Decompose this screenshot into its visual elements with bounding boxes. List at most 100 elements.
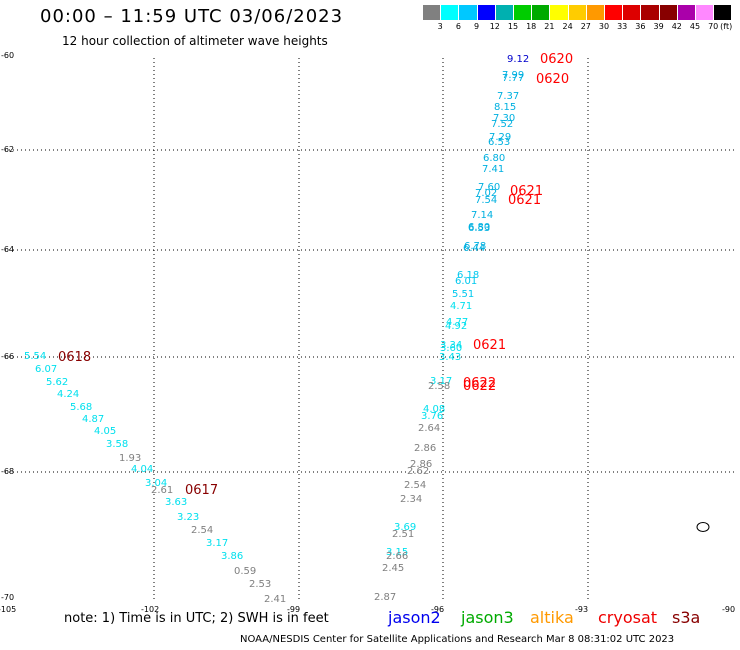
wave-height-value: 7.41 (482, 164, 504, 175)
latitude-label: -66 (1, 352, 14, 361)
scale-label: 27 (580, 22, 591, 31)
wave-height-value: 2.64 (418, 423, 440, 434)
latitude-label: -64 (1, 245, 14, 254)
scale-swatch (640, 5, 659, 20)
scale-label: 30 (598, 22, 610, 31)
pass-time-label: 0622 (463, 379, 496, 394)
scale-label: 6 (455, 22, 461, 31)
longitude-label: -102 (141, 605, 159, 614)
satellite-label-altika: altika (530, 608, 574, 627)
wave-height-value: 1.93 (119, 453, 141, 464)
pass-time-label: 0621 (473, 338, 506, 353)
scale-swatch (695, 5, 714, 20)
longitude-label: -105 (0, 605, 16, 614)
island-outline (696, 522, 710, 532)
scale-label: 21 (544, 22, 555, 31)
wave-height-value: 5.62 (46, 377, 68, 388)
wave-height-value: 3.76 (421, 411, 443, 422)
wave-height-value: 5.54 (24, 351, 46, 362)
scale-swatch (513, 5, 532, 20)
wave-height-value: 3.58 (106, 439, 128, 450)
wave-height-value: 3.34 (440, 340, 462, 351)
page-title: 00:00 – 11:59 UTC 03/06/2023 (40, 6, 344, 27)
wave-height-value: 3.43 (439, 352, 461, 363)
wave-height-value: 4.04 (131, 464, 153, 475)
scale-label: 3 (437, 22, 443, 31)
longitude-label: -96 (431, 605, 444, 614)
scale-swatch (567, 5, 586, 20)
wave-height-value: 8.15 (494, 102, 516, 113)
wave-height-value: 3.86 (221, 551, 243, 562)
wave-height-value: 2.51 (392, 529, 414, 540)
wave-height-value: 3.04 (145, 478, 167, 489)
wave-height-value: 7.77 (502, 73, 524, 84)
scale-swatch (658, 5, 677, 20)
scale-label: 24 (562, 22, 573, 31)
wave-height-value: 6.01 (455, 276, 477, 287)
wave-height-value: 5.51 (452, 289, 474, 300)
scale-swatch (422, 5, 441, 20)
longitude-label: -99 (287, 605, 300, 614)
pass-time-label: 0621 (508, 193, 541, 208)
wave-height-value: 4.71 (450, 301, 472, 312)
wave-height-value: 2.86 (414, 443, 436, 454)
wave-height-value: 3.15 (386, 547, 408, 558)
wave-height-value: 3.17 (206, 538, 228, 549)
scale-swatch (585, 5, 604, 20)
wave-height-value: 2.54 (191, 525, 213, 536)
footer-note: note: 1) Time is in UTC; 2) SWH is in fe… (64, 611, 329, 626)
observation-labels: 9.127.997.777.378.157.307.527.296.536.80… (24, 54, 529, 605)
scale-unit: (ft) (720, 22, 733, 31)
scale-swatch (458, 5, 477, 20)
color-scale-legend: 3 6 9 12 15 18 21 24 27 30 33 36 39 42 45 70 (ft) (422, 5, 732, 37)
scale-swatch (713, 5, 732, 20)
wave-height-value: 6.53 (488, 137, 510, 148)
page-subtitle: 12 hour collection of altimeter wave hei… (62, 34, 328, 48)
wave-height-value: 4.92 (445, 321, 467, 332)
wave-height-value: 3.17 (430, 376, 452, 387)
satellite-label-jason3: jason3 (461, 608, 514, 627)
wave-height-value: 6.18 (457, 270, 479, 281)
longitude-label: -90 (722, 605, 735, 614)
wave-height-value: 2.34 (400, 494, 422, 505)
wave-height-value: 2.58 (428, 381, 450, 392)
credit-line: NOAA/NESDIS Center for Satellite Applica… (240, 634, 675, 645)
scale-label: 42 (671, 22, 682, 31)
wave-height-value: 2.61 (151, 485, 173, 496)
wave-height-value: 2.62 (407, 466, 429, 477)
scale-swatch (494, 5, 513, 20)
pass-time-label: 0618 (58, 350, 91, 365)
wave-height-value: 6.78 (464, 241, 486, 252)
scale-label: 18 (526, 22, 537, 31)
wave-height-value: 6.07 (35, 364, 57, 375)
pass-time-label: 0620 (536, 72, 569, 87)
satellite-label-s3a: s3a (672, 608, 701, 627)
satellite-label-cryosat: cryosat (598, 608, 658, 627)
wave-height-value: 4.24 (57, 389, 79, 400)
pass-time-label: 0617 (185, 483, 218, 498)
scale-label: 33 (617, 22, 628, 31)
latitude-label: -60 (1, 51, 14, 60)
satellite-label-jason2: jason2 (388, 608, 441, 627)
wave-height-value: 2.86 (410, 459, 432, 470)
wave-height-value: 2.66 (386, 551, 408, 562)
scale-swatch (531, 5, 550, 20)
wave-height-value: 6.53 (468, 223, 490, 234)
wave-height-value: 7.02 (475, 188, 497, 199)
wave-height-value: 2.53 (249, 579, 271, 590)
scale-swatch (476, 5, 495, 20)
wave-height-value: 4.08 (423, 404, 445, 415)
wave-height-value: 0.59 (234, 566, 256, 577)
wave-height-value: 7.99 (502, 70, 524, 81)
scale-label: 39 (653, 22, 664, 31)
scale-label: 15 (507, 22, 519, 31)
wave-height-value: 6.80 (468, 222, 490, 233)
scale-swatch (676, 5, 695, 20)
scale-label: 36 (635, 22, 646, 31)
pass-time-label: 0621 (510, 184, 543, 199)
map-grid (5, 58, 735, 600)
wave-height-value: 7.30 (493, 113, 515, 124)
wave-height-value: 2.87 (374, 592, 396, 603)
